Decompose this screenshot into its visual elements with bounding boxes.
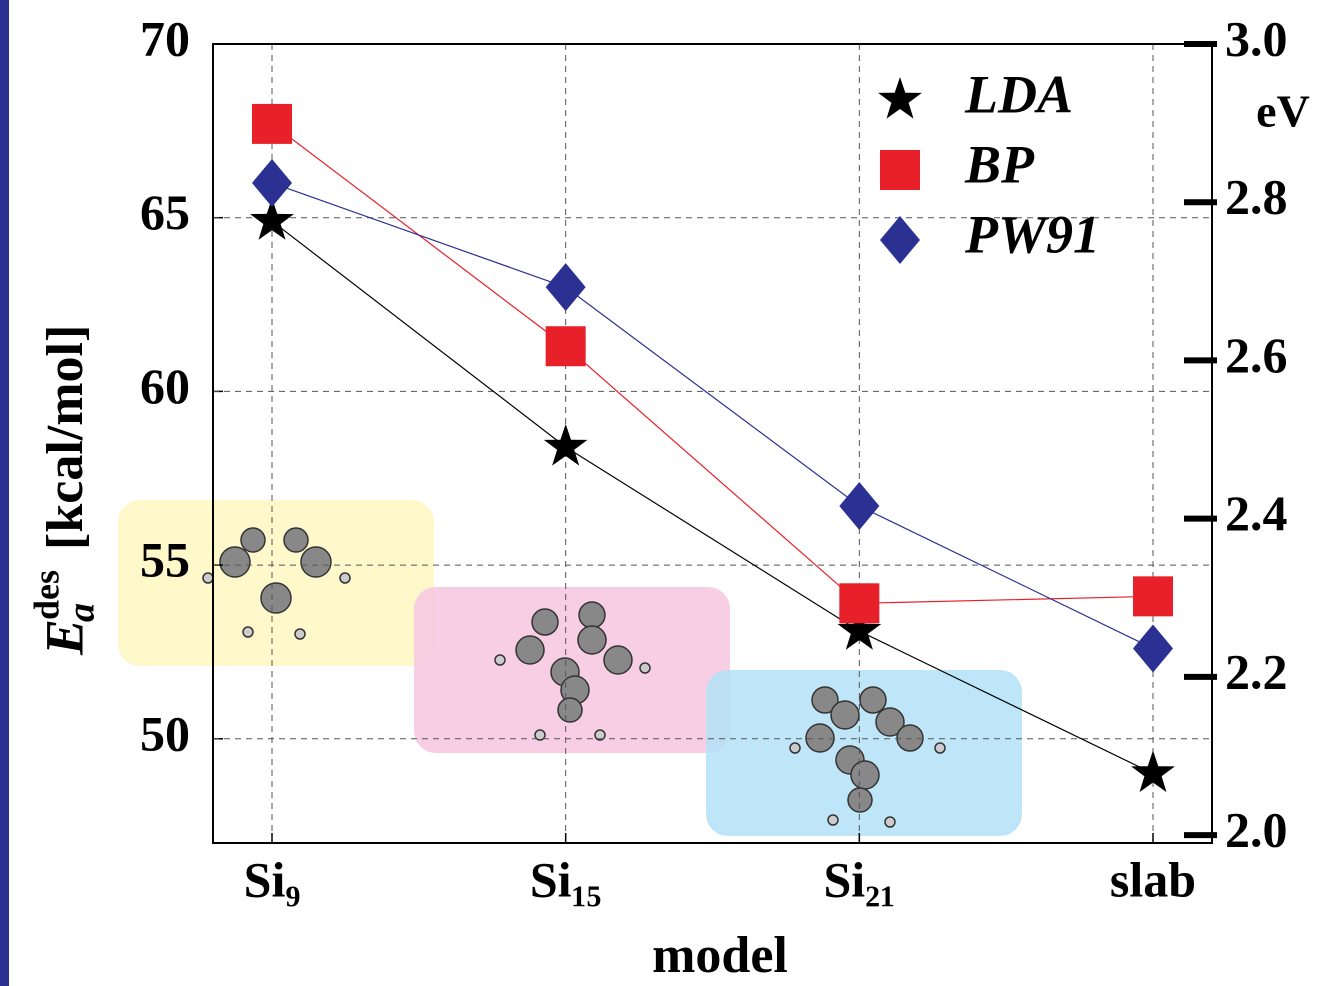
y-label-sub: a <box>61 603 103 622</box>
data-point <box>252 159 292 207</box>
y2-tick-label: 2.0 <box>1225 802 1288 858</box>
legend-marker <box>878 77 922 119</box>
y-axis-label: E a des [kcal/mol] <box>26 325 102 656</box>
chart: model eV E a des [kcal/mol] 50 55 60 65 70 2.… <box>0 0 1323 986</box>
data-point <box>546 263 586 311</box>
cluster-si21 <box>706 670 1022 836</box>
data-point <box>839 583 879 623</box>
y-label-sup: des <box>26 570 66 620</box>
legend-marker <box>880 150 920 190</box>
y-label-symbol: E <box>34 619 94 656</box>
y2-tick-label: 3.0 <box>1225 10 1288 66</box>
x-tick-label: Si₉ <box>244 851 301 907</box>
legend-label: BP <box>964 134 1035 194</box>
data-point <box>1133 576 1173 616</box>
x-tick-label: Si₂₁ <box>823 851 895 907</box>
y2-tick-label: 2.4 <box>1225 485 1288 541</box>
side-strip <box>0 0 9 986</box>
y2-tick-label: 2.8 <box>1225 169 1288 225</box>
page: {"chart_data": {"type": "line", "xlabel"… <box>0 0 1323 986</box>
cluster-si15 <box>414 587 730 753</box>
y-tick-label: 70 <box>140 10 190 66</box>
x-tick-label: Si₁₅ <box>530 851 602 907</box>
legend-label: PW91 <box>964 204 1100 264</box>
y2-axis-label: eV <box>1256 86 1310 137</box>
y2-tick-label: 2.6 <box>1225 327 1288 383</box>
data-point <box>252 104 292 144</box>
data-point <box>544 424 588 466</box>
y-label-unit: [kcal/mol] <box>37 325 94 550</box>
y-tick-label: 50 <box>140 705 190 761</box>
y-tick-label: 65 <box>140 184 190 240</box>
y-tick-label: 60 <box>140 358 190 414</box>
legend-label: LDA <box>964 64 1073 124</box>
y2-tick-label: 2.2 <box>1225 643 1288 699</box>
x-axis-label: model <box>652 927 788 984</box>
data-point <box>839 482 879 530</box>
data-point <box>1133 624 1173 672</box>
x-tick-label: slab <box>1110 851 1196 907</box>
y-tick-label: 55 <box>140 532 190 588</box>
data-point <box>546 326 586 366</box>
legend-marker <box>880 216 920 264</box>
